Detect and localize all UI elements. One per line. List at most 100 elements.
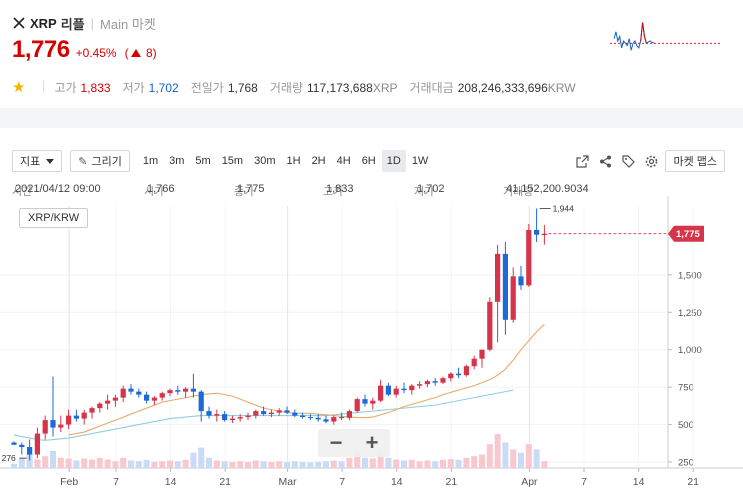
candle-body <box>300 415 306 418</box>
volume-bar <box>252 460 259 468</box>
market-maps-button[interactable]: 마켓 맵스 <box>665 150 725 172</box>
candle-body <box>105 400 111 404</box>
volume-bar <box>338 461 345 468</box>
volume-bar <box>307 462 314 468</box>
volume-bar <box>440 459 446 468</box>
zoom-out-button[interactable]: − <box>329 430 343 455</box>
volume-bar <box>299 461 306 468</box>
x-tick-label: Feb <box>60 476 78 488</box>
interval-3m[interactable]: 3m <box>169 155 185 167</box>
volume-bar <box>479 454 485 468</box>
candle-body <box>214 414 220 416</box>
volume-bar <box>323 461 329 468</box>
interval-4h[interactable]: 4H <box>336 155 351 167</box>
y-tick-label: 1,250 <box>678 308 702 319</box>
volume-bar <box>112 461 119 468</box>
coin-title: XRP 리플 | Main 마켓 <box>12 14 156 32</box>
candle-body <box>151 397 157 401</box>
volume-bar <box>486 444 493 468</box>
candle-body <box>276 410 282 413</box>
candle-body <box>315 417 321 420</box>
current-price-label: 1,775 <box>676 229 700 240</box>
change-amount: 8 <box>145 46 153 60</box>
volume-bar <box>159 461 166 468</box>
price-chart[interactable]: 250 500 750 1,000 1,250 1,500 Feb 7 14 21 Mar 7 14 21… <box>0 196 743 490</box>
interval-1w[interactable]: 1W <box>411 155 429 167</box>
stat-high: 고가 1,833 <box>54 80 111 95</box>
y-tick-label: 500 <box>678 420 694 431</box>
x-tick-label: 14 <box>633 476 645 488</box>
volume-bar <box>182 459 189 468</box>
ma-short-line <box>68 323 545 436</box>
volume-bar <box>385 457 392 468</box>
y-tick-label: 1,500 <box>678 270 702 281</box>
volume-bar <box>455 459 462 468</box>
volume-bar <box>213 460 220 468</box>
coin-symbol: XRP <box>30 15 57 31</box>
gear-icon[interactable] <box>641 150 661 172</box>
candle-body <box>190 388 196 392</box>
chart-tools <box>569 150 661 172</box>
volume-bar <box>463 457 470 468</box>
favorite-star-icon[interactable]: ★ <box>12 79 26 96</box>
interval-15m[interactable]: 15m <box>221 155 244 167</box>
candle-body <box>42 420 48 434</box>
candle-body <box>417 384 423 386</box>
interval-1h[interactable]: 1H <box>286 155 301 167</box>
indicator-button[interactable]: 지표 <box>12 150 63 172</box>
candle-body <box>97 403 103 409</box>
share-icon[interactable] <box>595 150 615 172</box>
low-marker-label: 276 <box>2 453 16 463</box>
high-marker-label: 1,944 <box>553 203 575 213</box>
interval-6h[interactable]: 6H <box>361 155 376 167</box>
volume-bar <box>260 461 267 468</box>
volume-bar <box>494 434 501 468</box>
candle-body <box>362 399 368 404</box>
interval-5m[interactable]: 5m <box>195 155 211 167</box>
y-tick-label: 1,000 <box>678 345 702 356</box>
up-triangle-icon <box>130 49 141 57</box>
section-divider <box>0 108 743 128</box>
candle-body <box>89 408 95 413</box>
volume-bar <box>128 460 134 468</box>
xrp-logo-icon <box>13 17 25 29</box>
volume-bar <box>174 461 181 468</box>
interval-1d[interactable]: 1D <box>381 150 406 172</box>
current-price: 1,776 <box>12 36 70 63</box>
x-tick-label: 21 <box>687 476 699 488</box>
interval-1m[interactable]: 1m <box>142 155 159 167</box>
candle-body <box>229 418 235 421</box>
zoom-in-button[interactable]: + <box>365 430 379 455</box>
candle-body <box>518 276 524 286</box>
volume-bar <box>198 447 205 468</box>
candle-body <box>401 388 407 391</box>
candle-body <box>331 417 337 422</box>
candle-body <box>128 388 134 392</box>
candle-body <box>370 400 376 404</box>
interval-30m[interactable]: 30m <box>254 155 276 167</box>
volume-bar <box>167 460 173 468</box>
candle-body <box>307 417 313 419</box>
volume-bar <box>393 459 400 468</box>
candle-body <box>471 358 477 367</box>
candle-body <box>354 399 360 412</box>
candle-body <box>261 411 267 415</box>
volume-bar <box>237 461 244 468</box>
tag-icon[interactable] <box>618 150 638 172</box>
candle-body <box>206 411 212 416</box>
draw-button[interactable]: ✎ 그리기 <box>70 150 130 172</box>
x-tick-label: 14 <box>165 476 177 488</box>
stats-row: ★ 고가 1,833 저가 1,702 전일가 1,768 거래량 117,173,68… <box>12 78 588 96</box>
candle-body <box>534 229 540 235</box>
candle-body <box>34 433 40 455</box>
candle-body <box>120 388 126 398</box>
candle-body <box>284 410 290 413</box>
interval-2h[interactable]: 2H <box>311 155 326 167</box>
volume-bar <box>120 457 127 468</box>
expand-icon[interactable] <box>572 150 592 172</box>
candle-body <box>479 349 485 359</box>
volume-bar <box>377 452 384 468</box>
volume-bar <box>50 451 56 468</box>
candle-body <box>495 253 501 302</box>
volume-bar <box>229 461 236 468</box>
